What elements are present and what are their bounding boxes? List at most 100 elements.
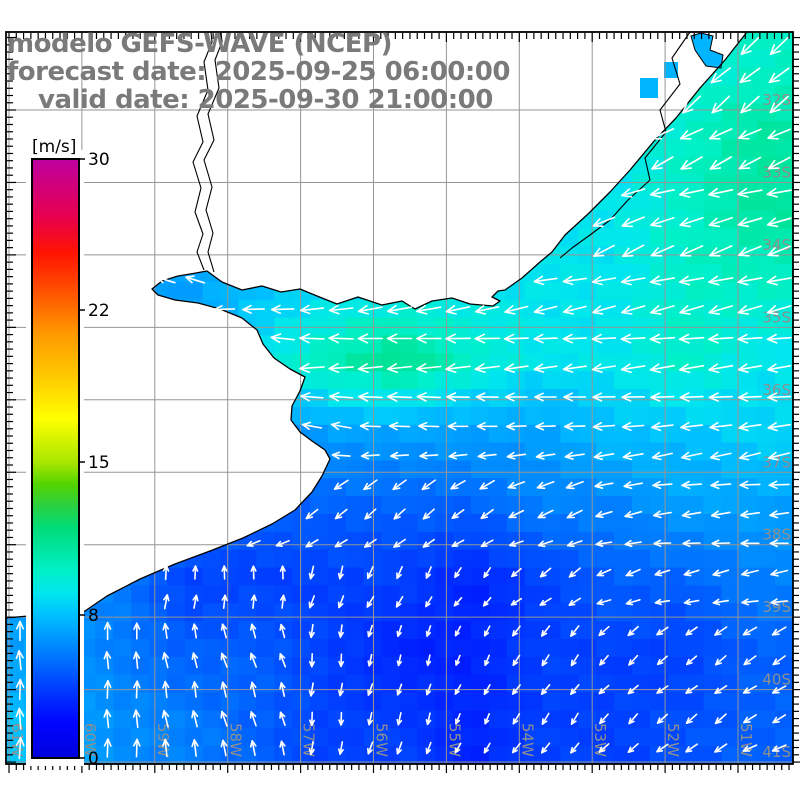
wind-arrow <box>135 709 139 729</box>
wind-arrow <box>164 680 168 699</box>
wind-arrow-head <box>422 541 430 548</box>
wind-arrow <box>714 713 727 725</box>
wind-arrow <box>416 306 442 313</box>
wind-arrow <box>620 277 646 283</box>
wind-arrow <box>570 742 580 754</box>
wind-arrow-head <box>681 510 691 519</box>
longitude-label: 59W <box>154 723 172 757</box>
wind-arrow <box>338 565 344 580</box>
wind-arrow-head <box>506 451 516 460</box>
wind-arrow <box>621 188 646 197</box>
wind-arrow <box>563 425 586 428</box>
wind-arrow <box>18 736 22 760</box>
wind-arrow <box>193 623 197 639</box>
wind-arrow <box>598 625 610 637</box>
wind-arrow-head <box>445 363 457 374</box>
wind-arrow-head <box>678 333 690 344</box>
wind-arrow-head <box>570 659 577 667</box>
wind-arrow <box>737 217 763 226</box>
wind-arrow-head <box>740 102 752 114</box>
wind-arrow-head <box>540 629 548 637</box>
wind-arrow-head <box>620 363 632 374</box>
wind-arrow <box>712 599 730 604</box>
wind-arrow-head <box>483 571 489 579</box>
wind-arrow <box>448 453 468 458</box>
wind-arrow <box>135 738 138 758</box>
wind-arrow <box>510 567 522 578</box>
wind-arrow <box>739 483 761 486</box>
wind-arrow <box>512 712 521 725</box>
wind-arrow <box>425 741 432 755</box>
wind-arrow-head <box>425 689 432 696</box>
wind-arrow-head <box>737 333 749 344</box>
wind-arrow-head <box>621 247 634 258</box>
wind-arrow <box>221 652 228 668</box>
wind-arrow <box>678 364 705 371</box>
wind-arrow-head <box>512 659 519 667</box>
land-layer <box>5 32 747 618</box>
wind-arrow <box>766 189 792 196</box>
wind-arrow-head <box>454 630 460 637</box>
wind-arrow <box>707 336 734 341</box>
wind-arrow-head <box>708 363 720 374</box>
wind-arrow <box>477 453 497 458</box>
wind-arrow-head <box>221 565 228 572</box>
wind-arrow-head <box>596 570 605 577</box>
wind-arrow-head <box>308 719 316 727</box>
latitude-label: 39S <box>762 598 791 616</box>
wind-arrow-head <box>425 747 432 755</box>
wind-arrow-head <box>454 747 460 754</box>
wind-arrow <box>331 454 351 457</box>
wind-arrow <box>599 654 609 666</box>
wind-arrow-head <box>680 421 691 432</box>
wind-arrow <box>737 305 763 314</box>
wind-arrow-head <box>593 247 605 257</box>
wind-arrow-head <box>767 247 779 257</box>
wind-arrow-head <box>649 275 662 286</box>
wind-arrow-head <box>334 512 343 520</box>
wind-arrow-head <box>448 451 458 460</box>
wind-arrow-head <box>679 392 690 403</box>
wind-arrow-head <box>540 746 548 754</box>
wind-arrow <box>741 600 759 604</box>
wind-arrow-head <box>308 601 315 609</box>
wind-arrow <box>679 217 704 226</box>
wind-arrow-head <box>599 659 606 666</box>
wind-arrow <box>740 95 760 114</box>
wind-arrow <box>766 336 792 341</box>
wind-arrow <box>767 156 791 170</box>
wind-arrow-head <box>591 275 603 286</box>
wind-arrow-head <box>598 687 606 695</box>
wind-arrow <box>628 654 639 666</box>
wind-arrow <box>628 713 639 725</box>
wind-arrow-head <box>714 658 723 666</box>
wind-arrow <box>656 743 669 753</box>
wind-arrow-head <box>651 451 662 461</box>
colorbar-tick-label: 22 <box>88 301 110 321</box>
wind-arrow-head <box>191 710 199 719</box>
wind-arrow-head <box>162 738 170 748</box>
wind-arrow <box>739 452 761 459</box>
wind-arrow <box>678 277 705 283</box>
wind-arrow-head <box>714 629 722 636</box>
wind-arrow-head <box>270 304 282 315</box>
wind-arrow-head <box>220 623 228 631</box>
wind-arrow-head <box>772 716 780 724</box>
wind-arrow-head <box>357 304 370 315</box>
wind-arrow-head <box>103 738 112 747</box>
wind-arrow <box>105 651 110 670</box>
longitude-label: 57W <box>300 723 318 757</box>
wind-arrow <box>566 540 583 547</box>
wind-arrow-head <box>103 679 112 689</box>
wind-arrow <box>393 538 407 548</box>
wind-arrow <box>416 365 442 370</box>
wind-arrow <box>650 395 675 399</box>
wind-arrow-head <box>510 599 518 606</box>
lagoon <box>690 32 724 69</box>
wind-arrow <box>250 711 257 727</box>
wind-arrow <box>649 336 676 341</box>
wind-arrow <box>280 681 286 698</box>
wind-arrow <box>280 623 286 639</box>
wind-arrow-head <box>767 363 779 374</box>
wind-arrow <box>739 511 761 517</box>
